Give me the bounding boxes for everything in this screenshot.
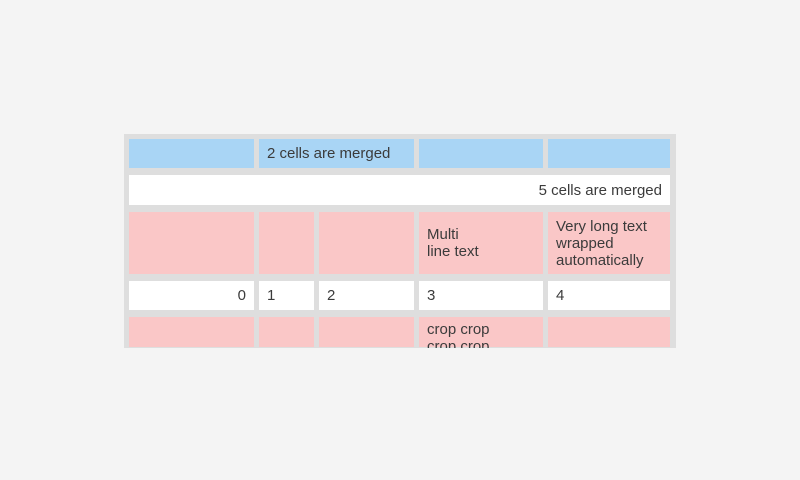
table-cell-number-1[interactable]: 1	[259, 281, 314, 310]
table-cell-r0-c3[interactable]	[419, 139, 543, 168]
table-cell-merged-5[interactable]: 5 cells are merged	[129, 175, 670, 205]
table-cell-r4-c4[interactable]	[548, 317, 670, 347]
table-cell-r2-c0[interactable]	[129, 212, 254, 274]
crop-text: crop crop crop crop	[427, 321, 490, 348]
table-cell-r0-c0[interactable]	[129, 139, 254, 168]
table-widget: 2 cells are merged 5 cells are merged Mu…	[124, 134, 676, 348]
table-cell-r2-c1[interactable]	[259, 212, 314, 274]
table-cell-r4-c1[interactable]	[259, 317, 314, 347]
table-cell-crop[interactable]: crop crop crop crop	[419, 317, 543, 348]
table-cell-r2-c2[interactable]	[319, 212, 414, 274]
table-cell-number-3[interactable]: 3	[419, 281, 543, 310]
table-cell-number-2[interactable]: 2	[319, 281, 414, 310]
table-cell-number-0[interactable]: 0	[129, 281, 254, 310]
table-cell-r0-c4[interactable]	[548, 139, 670, 168]
table-cell-number-4[interactable]: 4	[548, 281, 670, 310]
table-cell-r4-c2[interactable]	[319, 317, 414, 347]
table-grid: 2 cells are merged 5 cells are merged Mu…	[124, 134, 676, 348]
table-cell-merged-2[interactable]: 2 cells are merged	[259, 139, 414, 168]
table-cell-wrapped[interactable]: Very long text wrapped automatically	[548, 212, 670, 274]
table-cell-r4-c0[interactable]	[129, 317, 254, 347]
table-cell-multiline[interactable]: Multi line text	[419, 212, 543, 274]
